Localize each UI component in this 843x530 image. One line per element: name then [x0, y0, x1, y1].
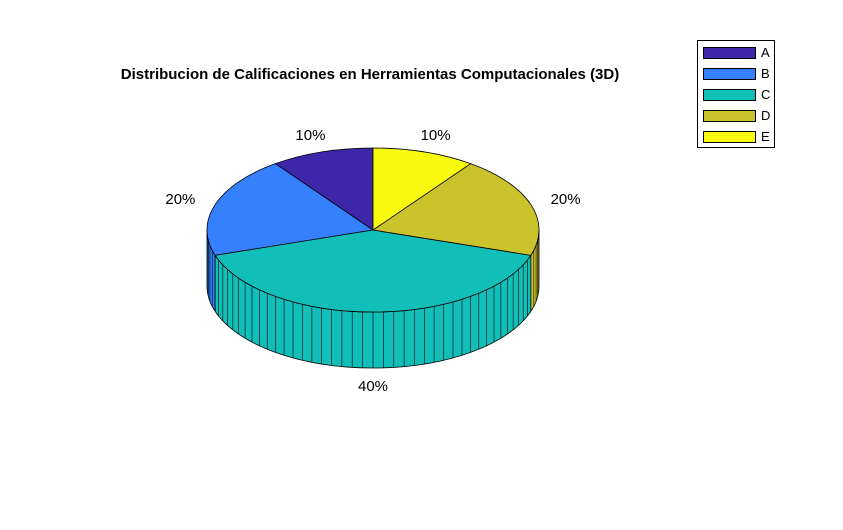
pie-tops: [206, 147, 540, 313]
legend-swatch-E: [703, 131, 756, 143]
legend-label-E: E: [761, 129, 770, 144]
legend-item-C: C: [703, 86, 773, 102]
pie-label-B: 20%: [165, 191, 195, 208]
pie-slice-B: [206, 163, 375, 256]
pie-sides: [206, 229, 540, 369]
pie-label-E: 10%: [421, 127, 451, 144]
legend-item-A: A: [703, 44, 773, 60]
legend-label-A: A: [761, 45, 770, 60]
pie-slice-D: [371, 163, 540, 256]
chart-title: Distribucion de Calificaciones en Herram…: [120, 66, 620, 83]
legend-item-E: E: [703, 128, 773, 144]
legend-swatch-B: [703, 68, 756, 80]
pie-slice-E: [372, 147, 472, 231]
legend-label-C: C: [761, 87, 771, 102]
legend-swatch-D: [703, 110, 756, 122]
legend-item-B: B: [703, 65, 773, 81]
pie-slice-A: [274, 147, 374, 231]
legend-item-D: D: [703, 107, 773, 123]
pie-labels: 10% 20% 40% 20% 10%: [165, 127, 580, 395]
legend-swatch-A: [703, 47, 756, 59]
pie-slice-C: [214, 229, 532, 313]
legend-label-D: D: [761, 108, 771, 123]
legend-label-B: B: [761, 66, 770, 81]
pie-label-D: 20%: [551, 191, 581, 208]
pie-label-C: 40%: [358, 378, 388, 395]
legend-swatch-C: [703, 89, 756, 101]
pie-label-A: 10%: [295, 127, 325, 144]
